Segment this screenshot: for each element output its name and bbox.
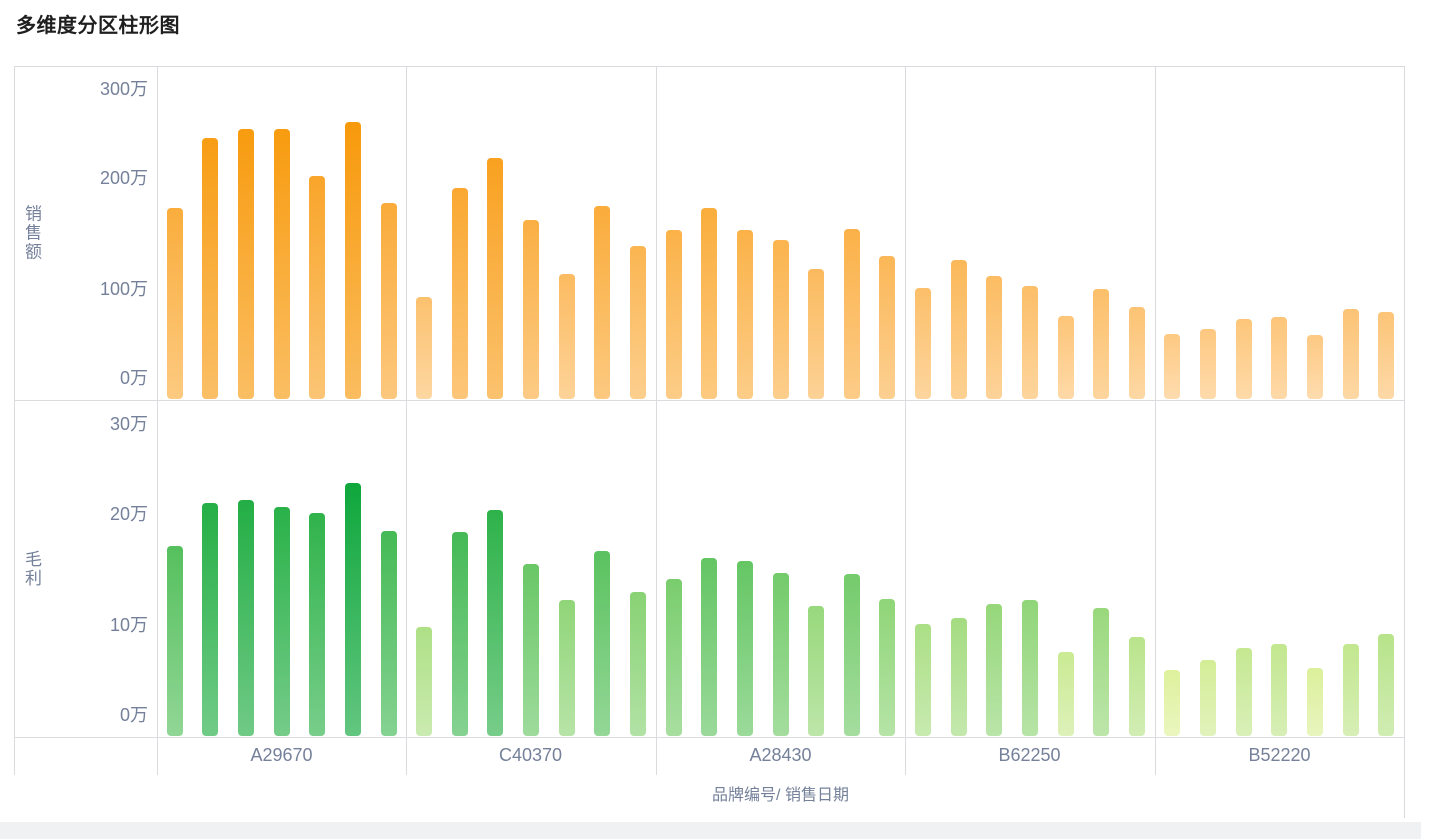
bar[interactable] — [345, 121, 361, 399]
x-axis-group-label: A28430 — [749, 745, 812, 765]
bar[interactable] — [879, 598, 895, 736]
chart-border-right — [1404, 66, 1405, 818]
partition-separator — [905, 66, 906, 775]
bar[interactable] — [594, 205, 610, 399]
x-axis-group-label: C40370 — [498, 745, 563, 765]
bar[interactable] — [1022, 599, 1038, 736]
bottom-strip — [0, 822, 1421, 839]
bar[interactable] — [487, 158, 503, 399]
bar[interactable] — [1093, 289, 1109, 399]
bar[interactable] — [345, 482, 361, 736]
bar[interactable] — [274, 129, 290, 399]
bar[interactable] — [381, 202, 397, 399]
bar[interactable] — [1164, 333, 1180, 399]
y-axis-tick-label: 200万 — [99, 168, 148, 188]
bar[interactable] — [1200, 329, 1216, 399]
bar[interactable] — [238, 129, 254, 399]
bar[interactable] — [1307, 334, 1323, 399]
bar[interactable] — [1129, 306, 1145, 399]
bar[interactable] — [167, 208, 183, 399]
bar[interactable] — [274, 507, 290, 736]
y-axis-tick-label: 30万 — [109, 414, 148, 434]
chart-title: 多维度分区柱形图 — [16, 15, 180, 37]
bar[interactable] — [1271, 644, 1287, 736]
bar[interactable] — [773, 572, 789, 736]
bar[interactable] — [773, 240, 789, 399]
bar[interactable] — [1129, 636, 1145, 736]
bar[interactable] — [808, 606, 824, 736]
y-axis-name: 毛利 — [22, 549, 41, 588]
partition-separator — [406, 66, 407, 775]
x-axis-group-label: B52220 — [1248, 745, 1311, 765]
y-axis-tick-label: 0万 — [119, 705, 148, 725]
bar[interactable] — [1058, 315, 1074, 399]
bar[interactable] — [452, 188, 468, 399]
bar[interactable] — [1307, 667, 1323, 736]
bar[interactable] — [167, 546, 183, 736]
bar[interactable] — [238, 500, 254, 736]
x-axis-group-label: A29670 — [250, 745, 313, 765]
bar[interactable] — [701, 558, 717, 736]
y-axis-tick-label: 0万 — [119, 368, 148, 388]
bar[interactable] — [986, 275, 1002, 399]
y-axis-tick-label: 10万 — [109, 615, 148, 636]
bar[interactable] — [666, 578, 682, 736]
bar[interactable] — [844, 574, 860, 736]
y-axis-tick-label: 300万 — [99, 79, 148, 99]
bar[interactable] — [915, 624, 931, 736]
bar[interactable] — [1236, 319, 1252, 399]
partition-separator — [1155, 66, 1156, 775]
chart-border-left — [14, 66, 15, 775]
bar[interactable] — [701, 208, 717, 399]
bar[interactable] — [381, 530, 397, 736]
bar[interactable] — [737, 230, 753, 399]
bar[interactable] — [594, 550, 610, 736]
bar[interactable] — [1236, 647, 1252, 736]
bar[interactable] — [1271, 316, 1287, 399]
bar[interactable] — [1343, 309, 1359, 399]
bar[interactable] — [1022, 285, 1038, 399]
bar[interactable] — [951, 260, 967, 399]
panel-divider-line — [14, 400, 1404, 401]
bar[interactable] — [202, 502, 218, 736]
y-axis-tick-label: 20万 — [109, 503, 148, 524]
bar[interactable] — [808, 269, 824, 399]
bar[interactable] — [416, 296, 432, 399]
x-axis-group-label: B62250 — [998, 745, 1061, 765]
bar[interactable] — [1058, 652, 1074, 736]
bar[interactable] — [523, 564, 539, 736]
bar[interactable] — [309, 512, 325, 736]
bar[interactable] — [951, 617, 967, 736]
bar[interactable] — [416, 626, 432, 736]
bar[interactable] — [844, 229, 860, 399]
bar[interactable] — [1093, 607, 1109, 736]
x-axis-title: 品牌编号/ 销售日期 — [712, 787, 849, 804]
bar[interactable] — [1378, 312, 1394, 399]
y-axis-tick-label: 100万 — [99, 279, 148, 299]
x-axis-line — [14, 737, 1404, 738]
y-axis-separator — [157, 66, 158, 775]
bar[interactable] — [487, 510, 503, 736]
bar[interactable] — [879, 255, 895, 399]
bar[interactable] — [309, 175, 325, 399]
bar[interactable] — [559, 273, 575, 399]
bar[interactable] — [1164, 670, 1180, 736]
bar[interactable] — [1378, 634, 1394, 736]
bar[interactable] — [559, 599, 575, 736]
bar[interactable] — [915, 288, 931, 399]
bar[interactable] — [630, 591, 646, 736]
y-axis-name: 销售额 — [22, 204, 41, 261]
bar[interactable] — [452, 531, 468, 736]
bar[interactable] — [986, 604, 1002, 736]
bar[interactable] — [1343, 644, 1359, 736]
bar[interactable] — [737, 560, 753, 736]
bar[interactable] — [666, 230, 682, 399]
bar[interactable] — [202, 138, 218, 399]
bar[interactable] — [630, 245, 646, 399]
partition-separator — [656, 66, 657, 775]
bar[interactable] — [523, 220, 539, 399]
chart-border-top — [14, 66, 1404, 67]
bar[interactable] — [1200, 660, 1216, 736]
